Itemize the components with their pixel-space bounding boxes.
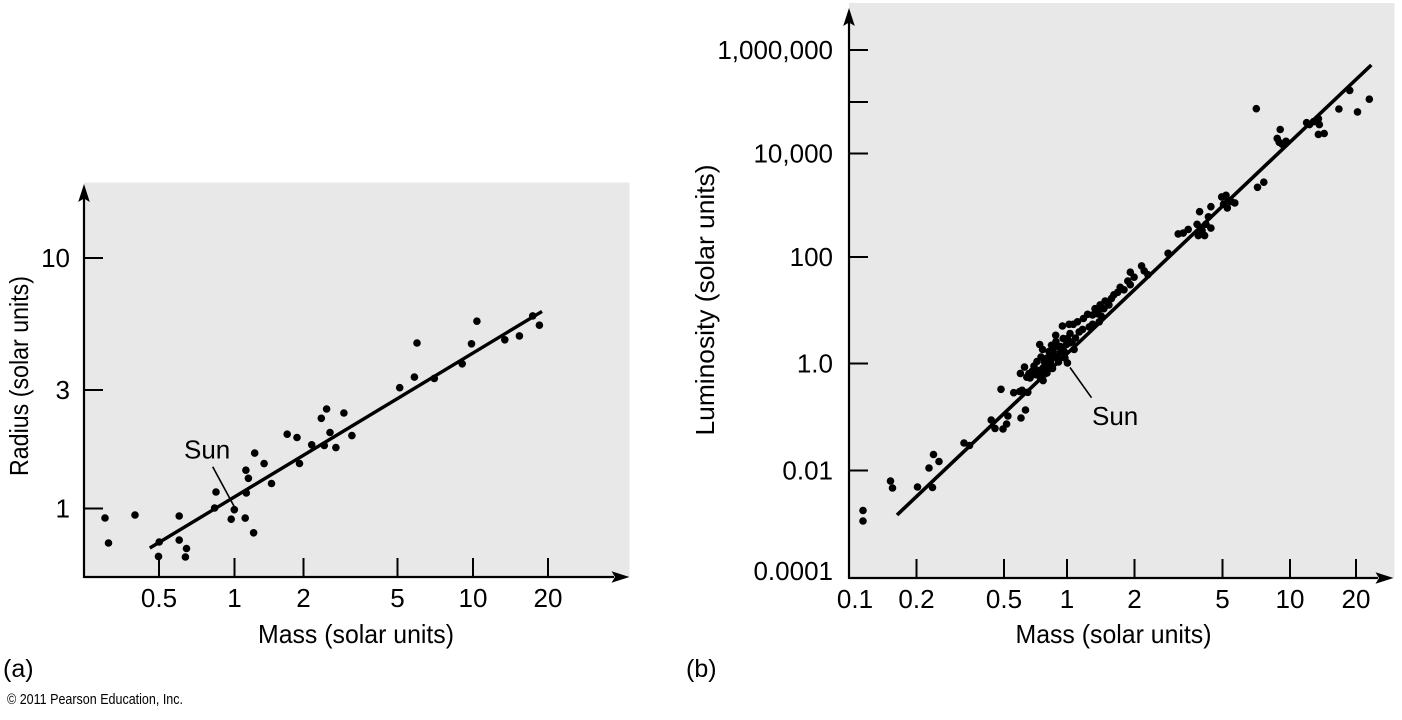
svg-text:5: 5 — [1215, 584, 1229, 614]
svg-text:100: 100 — [790, 242, 833, 272]
svg-text:10: 10 — [459, 583, 488, 613]
svg-text:1.0: 1.0 — [797, 349, 833, 379]
svg-text:1: 1 — [1060, 584, 1074, 614]
svg-text:10: 10 — [1276, 584, 1305, 614]
svg-text:10,000: 10,000 — [753, 139, 833, 169]
svg-text:2: 2 — [296, 583, 310, 613]
svg-text:Mass (solar units): Mass (solar units) — [1016, 619, 1212, 649]
svg-text:0.5: 0.5 — [141, 583, 177, 613]
svg-text:1: 1 — [227, 583, 241, 613]
svg-text:Luminosity (solar units): Luminosity (solar units) — [690, 165, 720, 436]
svg-text:20: 20 — [1342, 584, 1371, 614]
svg-text:0.01: 0.01 — [782, 456, 833, 486]
svg-text:(b): (b) — [686, 655, 717, 683]
svg-text:1: 1 — [56, 494, 70, 524]
svg-text:5: 5 — [390, 583, 404, 613]
svg-text:Radius (solar units): Radius (solar units) — [4, 276, 34, 476]
svg-text:0.0001: 0.0001 — [753, 556, 833, 586]
svg-text:10: 10 — [41, 243, 70, 273]
svg-text:2: 2 — [1127, 584, 1141, 614]
svg-text:© 2011 Pearson Education, Inc.: © 2011 Pearson Education, Inc. — [7, 691, 183, 708]
svg-text:0.1: 0.1 — [837, 584, 873, 614]
svg-text:1,000,000: 1,000,000 — [717, 35, 833, 65]
svg-text:3: 3 — [56, 375, 70, 405]
svg-text:0.5: 0.5 — [986, 584, 1022, 614]
svg-text:20: 20 — [534, 583, 563, 613]
svg-text:Sun: Sun — [1092, 401, 1138, 431]
svg-text:Mass (solar units): Mass (solar units) — [258, 619, 454, 649]
svg-text:Sun: Sun — [184, 435, 230, 465]
svg-text:(a): (a) — [3, 655, 34, 683]
svg-text:0.2: 0.2 — [898, 584, 934, 614]
